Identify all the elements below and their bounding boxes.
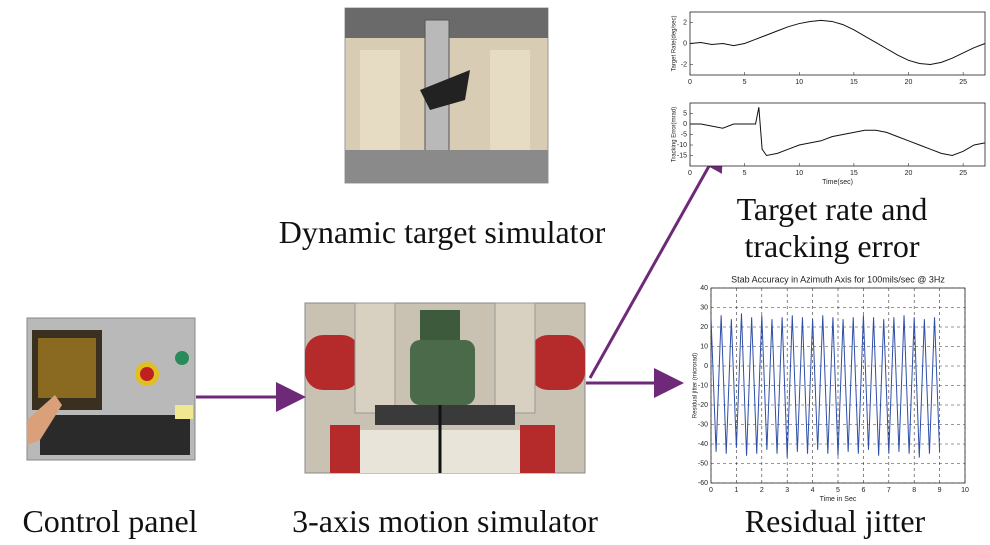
- motion-simulator-photo: [305, 303, 585, 473]
- x-tick-label: 5: [836, 487, 840, 494]
- plot-frame: [690, 12, 985, 75]
- y-axis-label: Target Rate(deg/sec): [672, 15, 678, 71]
- control-panel-photo: [27, 318, 195, 460]
- y-tick-label: -30: [698, 421, 708, 428]
- y-tick-label: -5: [681, 131, 687, 138]
- x-tick-label: 0: [688, 170, 692, 177]
- y-tick-label: -15: [677, 152, 687, 159]
- y-axis-label: Residual jitter (microrad): [693, 353, 699, 418]
- label: Dynamic target simulator: [279, 214, 606, 250]
- x-axis-label: Time(sec): [822, 179, 853, 186]
- y-tick-label: 5: [683, 110, 687, 117]
- y-tick-label: -2: [681, 61, 687, 68]
- x-tick-label: 10: [795, 170, 803, 177]
- y-tick-label: -40: [698, 441, 708, 448]
- label: Residual jitter: [745, 503, 926, 539]
- label: 3-axis motion simulator: [292, 503, 598, 539]
- x-tick-label: 25: [959, 79, 967, 86]
- x-tick-label: 8: [912, 487, 916, 494]
- y-tick-label: 20: [700, 324, 708, 331]
- x-tick-label: 15: [850, 170, 858, 177]
- x-tick-label: 6: [861, 487, 865, 494]
- label: Target rate and: [737, 191, 928, 227]
- label: tracking error: [744, 228, 919, 264]
- y-tick-label: 30: [700, 304, 708, 311]
- plot-frame: [690, 103, 985, 166]
- dynamic-target-photo: [345, 8, 548, 183]
- x-tick-label: 1: [734, 487, 738, 494]
- x-tick-label: 7: [887, 487, 891, 494]
- y-tick-label: 0: [683, 40, 687, 47]
- x-axis-label: Time in Sec: [820, 496, 857, 503]
- x-tick-label: 5: [743, 170, 747, 177]
- y-axis-label: Tracking Error(mrad): [672, 107, 678, 162]
- chart-title: Stab Accuracy in Azimuth Axis for 100mil…: [731, 274, 945, 284]
- x-tick-label: 3: [785, 487, 789, 494]
- y-tick-label: 0: [683, 121, 687, 128]
- x-tick-label: 10: [961, 487, 969, 494]
- x-tick-label: 20: [905, 79, 913, 86]
- x-tick-label: 15: [850, 79, 858, 86]
- y-tick-label: -20: [698, 402, 708, 409]
- x-tick-label: 2: [760, 487, 764, 494]
- y-tick-label: 40: [700, 285, 708, 292]
- x-tick-label: 25: [959, 170, 967, 177]
- x-tick-label: 10: [795, 79, 803, 86]
- y-tick-label: -10: [698, 382, 708, 389]
- y-tick-label: -50: [698, 460, 708, 467]
- y-tick-label: 0: [704, 363, 708, 370]
- label: Control panel: [22, 503, 197, 539]
- y-tick-label: 10: [700, 343, 708, 350]
- page: Dynamic target simulator Control panel 3…: [0, 0, 990, 545]
- x-tick-label: 4: [811, 487, 815, 494]
- y-tick-label: -10: [677, 142, 687, 149]
- x-tick-label: 5: [743, 79, 747, 86]
- y-tick-label: 2: [683, 19, 687, 26]
- x-tick-label: 20: [905, 170, 913, 177]
- y-tick-label: -60: [698, 480, 708, 487]
- x-tick-label: 9: [938, 487, 942, 494]
- x-tick-label: 0: [688, 79, 692, 86]
- x-tick-label: 0: [709, 487, 713, 494]
